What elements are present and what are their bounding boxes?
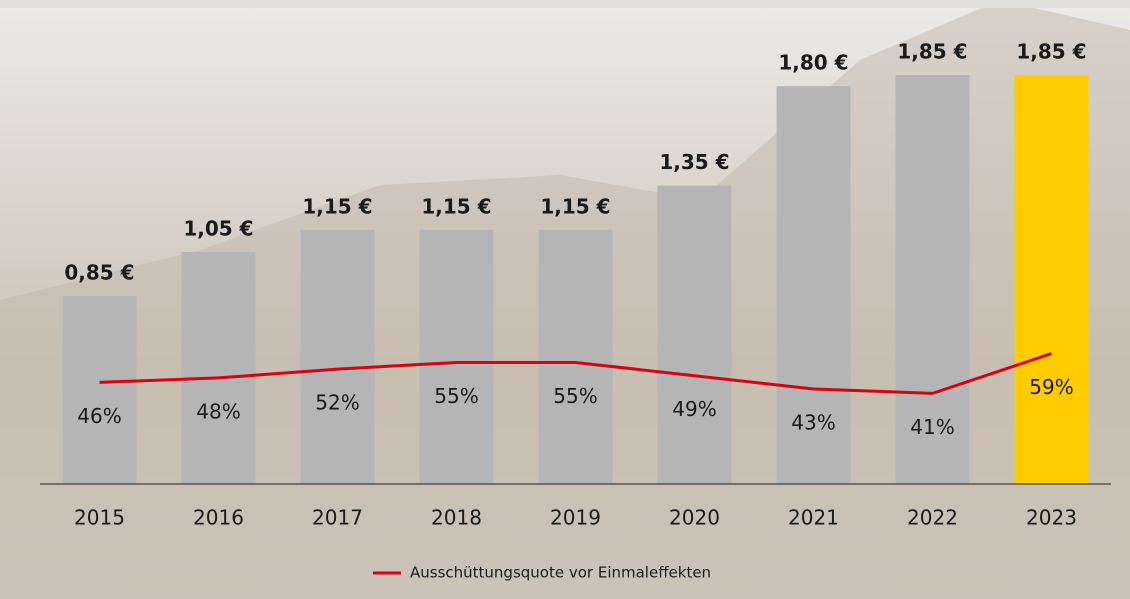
line-value-label: 46% [77,404,121,428]
bar [420,230,494,484]
bar-value-label: 1,85 € [1016,40,1086,64]
bar-value-label: 1,15 € [540,194,610,218]
bar-value-label: 1,15 € [302,194,372,218]
bar [63,296,137,484]
x-tick-label: 2018 [431,506,482,530]
page: 0,85 € 2015 1,05 € 2016 1,15 € 2017 1,15 € 2018… [0,0,1130,599]
x-tick-label: 2015 [74,506,125,530]
legend-label: Ausschüttungsquote vor Einmaleffekten [410,564,711,582]
bar-value-label: 0,85 € [64,261,134,285]
bar [182,252,256,484]
top-band [0,0,1130,8]
bar-value-label: 1,80 € [778,51,848,75]
x-tick-label: 2020 [669,506,720,530]
bar-value-label: 1,05 € [183,216,253,240]
bar [1015,75,1089,484]
line-value-label: 43% [791,410,835,434]
line-value-label: 59% [1029,375,1073,399]
line-value-label: 55% [553,384,597,408]
line-value-label: 48% [196,399,240,423]
bar [301,230,375,484]
bar-value-label: 1,15 € [421,194,491,218]
x-tick-label: 2021 [788,506,839,530]
line-value-label: 41% [910,415,954,439]
x-tick-label: 2023 [1026,506,1077,530]
x-tick-label: 2022 [907,506,958,530]
chart: 0,85 € 2015 1,05 € 2016 1,15 € 2017 1,15 € 2018… [0,0,1130,599]
bar-value-label: 1,35 € [659,150,729,174]
x-tick-label: 2016 [193,506,244,530]
line-value-label: 55% [434,384,478,408]
x-tick-label: 2017 [312,506,363,530]
line-value-label: 49% [672,397,716,421]
x-tick-label: 2019 [550,506,601,530]
bar-value-label: 1,85 € [897,40,967,64]
bar [658,186,732,484]
bar [539,230,613,484]
line-value-label: 52% [315,391,359,415]
